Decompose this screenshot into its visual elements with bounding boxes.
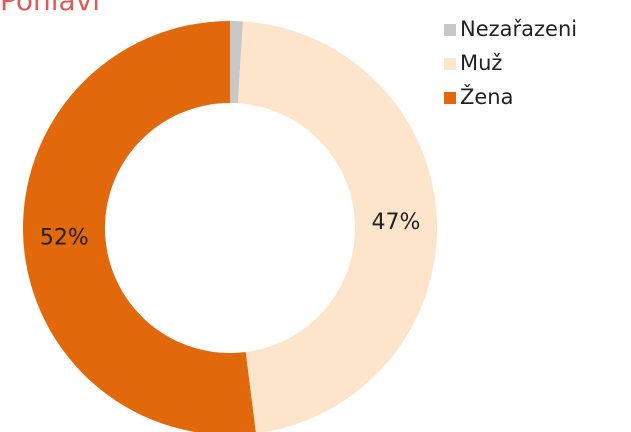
legend-label: Muž: [460, 51, 502, 75]
legend-swatch: [444, 58, 456, 70]
legend-swatch: [444, 92, 456, 104]
data-label: 52%: [40, 225, 89, 250]
legend-label: Žena: [460, 84, 513, 109]
legend-swatch: [444, 24, 456, 36]
chart-title: Pohlaví: [0, 0, 101, 17]
donut-slice: [230, 21, 243, 104]
data-label: 47%: [371, 210, 420, 235]
legend-label: Nezařazeni: [460, 17, 577, 41]
donut-slice: [237, 21, 438, 432]
donut-slice: [23, 21, 256, 432]
